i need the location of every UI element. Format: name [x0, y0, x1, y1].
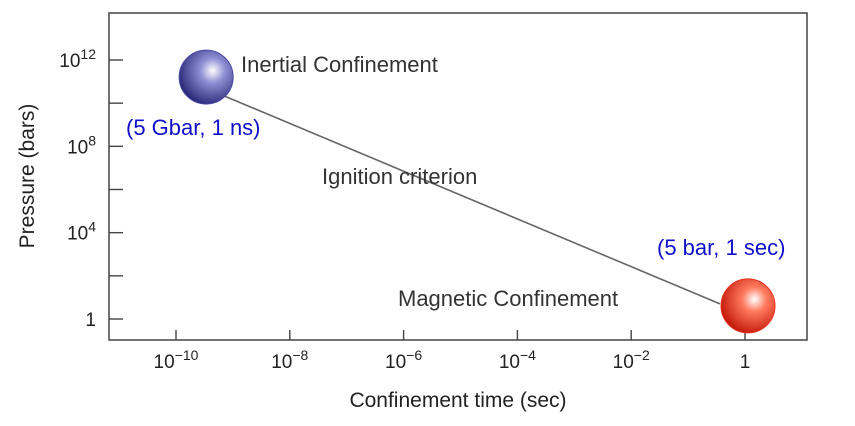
x-axis-title: Confinement time (sec)	[349, 389, 566, 412]
x-axis-ticks: 10−10 10−8 10−6 10−4 10−2 1	[154, 330, 751, 373]
magnetic-confinement-point	[720, 278, 776, 334]
inertial-callout: (5 Gbar, 1 ns)	[126, 115, 261, 140]
y-tick-label-0: 1	[85, 310, 96, 331]
magnetic-callout: (5 bar, 1 sec)	[657, 235, 785, 260]
inertial-confinement-label: Inertial Confinement	[241, 52, 438, 77]
y-tick-label-3: 1012	[59, 46, 96, 72]
x-tick-label-3: 10−4	[499, 347, 536, 373]
x-tick-label-0: 10−10	[154, 347, 199, 373]
x-tick-label-1: 10−8	[271, 347, 308, 373]
plot-frame	[108, 12, 808, 341]
ignition-criterion-line	[202, 86, 721, 305]
data-points	[178, 49, 776, 334]
x-tick-label-5: 1	[740, 352, 751, 373]
x-tick-label-4: 10−2	[613, 347, 650, 373]
y-axis-ticks: 1 104 108 1012	[59, 46, 123, 331]
y-axis-title: Pressure (bars)	[16, 104, 39, 249]
y-tick-label-1: 104	[67, 219, 96, 245]
y-tick-label-2: 108	[67, 132, 96, 158]
inertial-confinement-point	[178, 49, 234, 105]
magnetic-confinement-label: Magnetic Confinement	[398, 286, 618, 311]
x-tick-label-2: 10−6	[385, 347, 422, 373]
ignition-criterion-label: Ignition criterion	[322, 164, 477, 189]
